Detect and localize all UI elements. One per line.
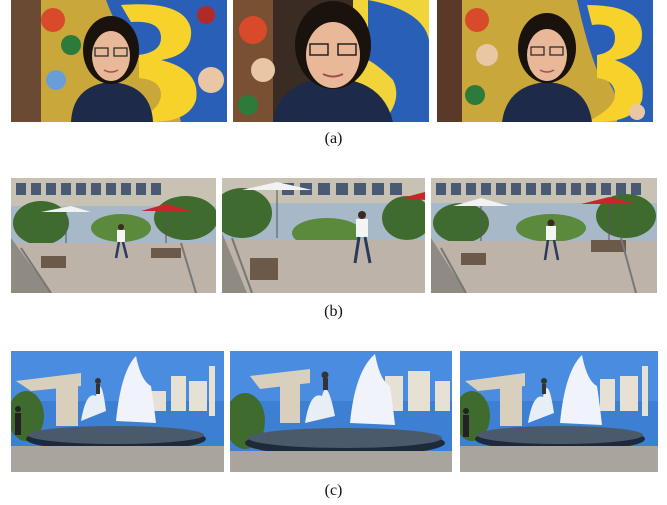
row-b-frame-1	[11, 178, 216, 293]
row-b-frame-3	[431, 178, 657, 293]
caption-b: (b)	[324, 303, 343, 320]
row-a-frame-1	[11, 0, 227, 122]
row-b-frame-2	[222, 178, 425, 293]
row-a-frame-2	[233, 0, 429, 122]
caption-a: (a)	[324, 130, 343, 147]
row-c-frame-3	[460, 351, 658, 472]
row-c-frame-2	[230, 351, 452, 472]
caption-c: (c)	[324, 482, 343, 499]
row-c-frame-1	[11, 351, 224, 472]
row-a-frame-3	[437, 0, 653, 122]
